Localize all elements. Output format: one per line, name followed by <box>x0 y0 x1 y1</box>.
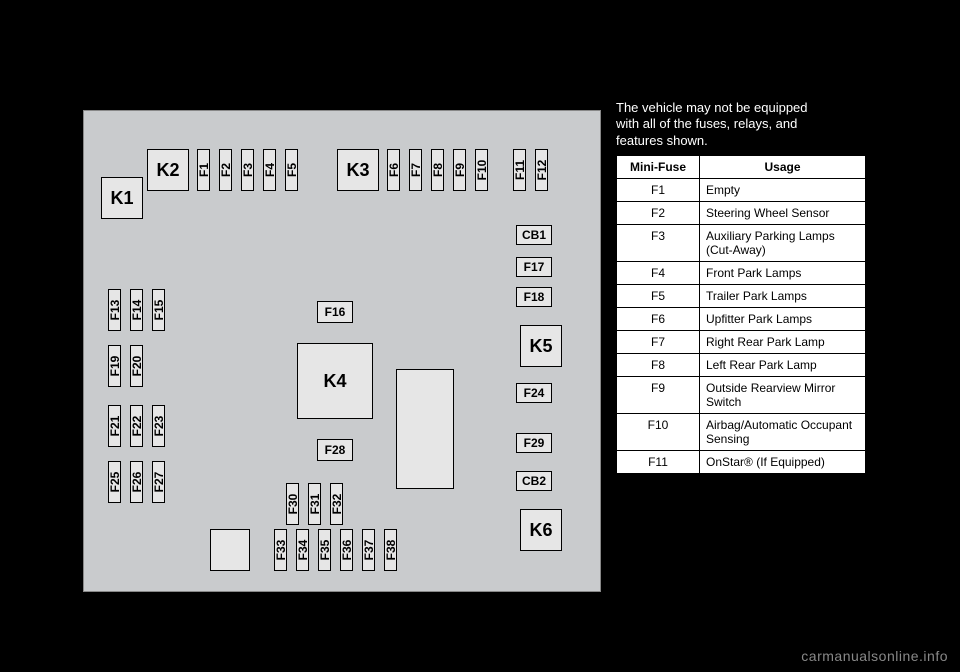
header-minifuse: Mini-Fuse <box>617 155 700 178</box>
table-row: F2Steering Wheel Sensor <box>617 201 866 224</box>
diagram-label-f12: F12 <box>535 158 549 182</box>
fuse-cell: F6 <box>617 307 700 330</box>
diagram-label-f20: F20 <box>130 354 144 378</box>
intro-line-2: with all of the fuses, relays, and <box>616 116 797 131</box>
diagram-label-f24: F24 <box>516 386 552 400</box>
diagram-label-f4: F4 <box>263 158 277 182</box>
diagram-label-f6: F6 <box>387 158 401 182</box>
diagram-label-f19: F19 <box>108 354 122 378</box>
diagram-label-f17: F17 <box>516 260 552 274</box>
fuse-cell: F7 <box>617 330 700 353</box>
diagram-box-blank1 <box>396 369 454 489</box>
diagram-label-f32: F32 <box>330 492 344 516</box>
diagram-label-f29: F29 <box>516 436 552 450</box>
usage-cell: OnStar® (If Equipped) <box>700 450 866 473</box>
diagram-label-k5: K5 <box>520 336 562 357</box>
diagram-label-k6: K6 <box>520 520 562 541</box>
diagram-label-f25: F25 <box>108 470 122 494</box>
diagram-label-f34: F34 <box>296 538 310 562</box>
usage-cell: Left Rear Park Lamp <box>700 353 866 376</box>
diagram-label-k2: K2 <box>147 160 189 181</box>
diagram-label-f3: F3 <box>241 158 255 182</box>
diagram-label-f36: F36 <box>340 538 354 562</box>
table-row: F4Front Park Lamps <box>617 261 866 284</box>
diagram-label-f16: F16 <box>317 305 353 319</box>
usage-cell: Auxiliary Parking Lamps (Cut-Away) <box>700 224 866 261</box>
diagram-label-f18: F18 <box>516 290 552 304</box>
fuse-cell: F2 <box>617 201 700 224</box>
fuse-cell: F9 <box>617 376 700 413</box>
diagram-label-f10: F10 <box>475 158 489 182</box>
usage-cell: Empty <box>700 178 866 201</box>
table-row: F1Empty <box>617 178 866 201</box>
diagram-label-f33: F33 <box>274 538 288 562</box>
diagram-label-f9: F9 <box>453 158 467 182</box>
header-usage: Usage <box>700 155 866 178</box>
diagram-label-k1: K1 <box>101 188 143 209</box>
fuse-diagram: K1K2 F1 F2 F3 F4 F5 K3 F6 F7 F8 F9 F10 F11 F12 CB1 F17 F… <box>83 110 601 592</box>
usage-cell: Outside Rearview Mirror Switch <box>700 376 866 413</box>
diagram-label-cb1: CB1 <box>516 228 552 242</box>
diagram-label-f22: F22 <box>130 414 144 438</box>
fuse-cell: F1 <box>617 178 700 201</box>
intro-line-1: The vehicle may not be equipped <box>616 100 808 115</box>
diagram-label-f5: F5 <box>285 158 299 182</box>
diagram-label-f30: F30 <box>286 492 300 516</box>
table-row: F9Outside Rearview Mirror Switch <box>617 376 866 413</box>
diagram-label-f23: F23 <box>152 414 166 438</box>
fuse-cell: F8 <box>617 353 700 376</box>
usage-cell: Steering Wheel Sensor <box>700 201 866 224</box>
diagram-label-cb2: CB2 <box>516 474 552 488</box>
usage-cell: Front Park Lamps <box>700 261 866 284</box>
diagram-label-f13: F13 <box>108 298 122 322</box>
table-row: F11OnStar® (If Equipped) <box>617 450 866 473</box>
diagram-label-f26: F26 <box>130 470 144 494</box>
table-row: F3Auxiliary Parking Lamps (Cut-Away) <box>617 224 866 261</box>
diagram-label-f2: F2 <box>219 158 233 182</box>
diagram-label-k4: K4 <box>297 371 373 392</box>
diagram-label-f7: F7 <box>409 158 423 182</box>
fuse-cell: F11 <box>617 450 700 473</box>
diagram-label-f37: F37 <box>362 538 376 562</box>
diagram-label-f1: F1 <box>197 158 211 182</box>
fuse-table: Mini-Fuse Usage F1EmptyF2Steering Wheel … <box>616 155 866 474</box>
intro-line-3: features shown. <box>616 133 708 148</box>
diagram-label-k3: K3 <box>337 160 379 181</box>
right-column: The vehicle may not be equipped with all… <box>616 100 866 474</box>
diagram-label-f27: F27 <box>152 470 166 494</box>
usage-cell: Airbag/Automatic Occupant Sensing <box>700 413 866 450</box>
table-header-row: Mini-Fuse Usage <box>617 155 866 178</box>
diagram-label-f28: F28 <box>317 443 353 457</box>
diagram-label-f21: F21 <box>108 414 122 438</box>
diagram-box-blank2 <box>210 529 250 571</box>
usage-cell: Trailer Park Lamps <box>700 284 866 307</box>
diagram-label-f31: F31 <box>308 492 322 516</box>
diagram-label-f15: F15 <box>152 298 166 322</box>
table-row: F5Trailer Park Lamps <box>617 284 866 307</box>
table-row: F8Left Rear Park Lamp <box>617 353 866 376</box>
watermark: carmanualsonline.info <box>801 648 948 664</box>
table-row: F10Airbag/Automatic Occupant Sensing <box>617 413 866 450</box>
usage-cell: Right Rear Park Lamp <box>700 330 866 353</box>
diagram-label-f14: F14 <box>130 298 144 322</box>
usage-cell: Upfitter Park Lamps <box>700 307 866 330</box>
intro-text: The vehicle may not be equipped with all… <box>616 100 866 149</box>
table-row: F6Upfitter Park Lamps <box>617 307 866 330</box>
diagram-label-f8: F8 <box>431 158 445 182</box>
diagram-label-f35: F35 <box>318 538 332 562</box>
fuse-cell: F10 <box>617 413 700 450</box>
diagram-label-f11: F11 <box>513 158 527 182</box>
diagram-label-f38: F38 <box>384 538 398 562</box>
page: K1K2F1F2F3F4F5K3F6F7F8F9F10F11F12CB1F17F… <box>0 0 960 672</box>
fuse-cell: F5 <box>617 284 700 307</box>
fuse-cell: F3 <box>617 224 700 261</box>
fuse-cell: F4 <box>617 261 700 284</box>
table-row: F7Right Rear Park Lamp <box>617 330 866 353</box>
